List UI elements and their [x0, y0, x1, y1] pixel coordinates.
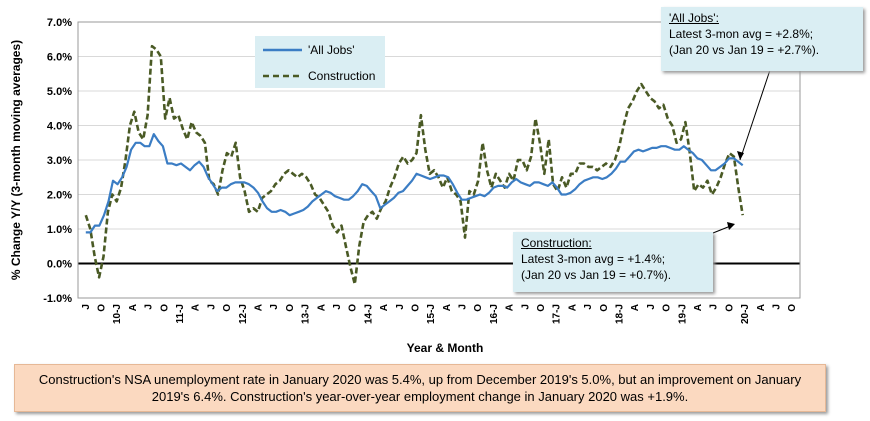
legend-label-all-jobs: 'All Jobs': [308, 43, 355, 57]
x-tick-label: J: [332, 304, 343, 310]
y-tick-label: 7.0%: [47, 17, 72, 29]
x-tick-label: A: [505, 304, 516, 311]
arrowhead-all-jobs: [737, 151, 744, 160]
x-tick-label: J: [458, 304, 469, 310]
y-tick-label: 1.0%: [47, 224, 72, 236]
x-tick-label: O: [285, 304, 296, 312]
x-tick-label: O: [787, 304, 798, 312]
x-tick-label: O: [410, 304, 421, 312]
x-tick-label: O: [97, 304, 108, 312]
y-tick-label: 4.0%: [47, 121, 72, 133]
x-tick-label: A: [254, 304, 265, 311]
x-tick-label: A: [316, 304, 327, 311]
x-tick-label: 17-J: [552, 304, 563, 324]
arrow-all-jobs: [739, 69, 771, 161]
x-tick-label: 16-J: [489, 304, 500, 324]
legend: 'All Jobs' Construction: [255, 36, 385, 88]
x-tick-label: 10-J: [112, 304, 123, 324]
callout-construction-line-2: (Jan 20 vs Jan 19 = +0.7%).: [521, 268, 672, 282]
x-tick-label: O: [599, 304, 610, 312]
legend-label-construction: Construction: [308, 69, 375, 83]
x-tick-label: A: [756, 304, 767, 311]
callout-all-jobs-line-1: Latest 3-mon avg = +2.8%;: [669, 27, 814, 41]
x-tick-label: O: [662, 304, 673, 312]
x-tick-label: J: [646, 304, 657, 310]
x-tick-label: 14-J: [363, 304, 374, 324]
plot-border: [77, 21, 801, 299]
x-tick-label: A: [128, 304, 139, 311]
x-tick-label: 18-J: [615, 304, 626, 324]
x-tick-label: 11-J: [175, 304, 186, 323]
x-tick-label: J: [269, 304, 280, 310]
x-tick-label: J: [395, 304, 406, 310]
series-line-all-jobs: [85, 133, 744, 234]
x-tick-label: A: [693, 304, 704, 311]
x-tick-label: A: [379, 304, 390, 311]
x-tick-label: J: [144, 304, 155, 310]
x-tick-label: O: [222, 304, 233, 312]
x-tick-label: O: [348, 304, 359, 312]
arrowhead-construction: [727, 222, 735, 230]
callout-all-jobs-heading: 'All Jobs':: [669, 11, 719, 25]
callout-arrows: [712, 69, 771, 234]
footnote-box: Construction's NSA unemployment rate in …: [14, 364, 826, 412]
series-line-construction: [84, 44, 744, 286]
x-tick-label: A: [191, 304, 202, 311]
x-tick-label: 19-J: [677, 304, 688, 324]
x-tick-label: 15-J: [426, 304, 437, 324]
callout-construction: Construction: Latest 3-mon avg = +1.4%; …: [513, 232, 713, 292]
x-tick-label: A: [630, 304, 641, 311]
x-tick-labels: J O 10-J A J O 11-J A J O 12-J A J O 13-J A J O 14-J A J O 15-…: [81, 304, 798, 324]
x-tick-label: O: [473, 304, 484, 312]
series-lines: [84, 44, 744, 286]
x-tick-label: 20-J: [740, 304, 751, 324]
x-tick-label: 13-J: [301, 304, 312, 324]
y-tick-label: 5.0%: [47, 86, 72, 98]
legend-box: [255, 36, 385, 88]
x-tick-label: J: [709, 304, 720, 310]
x-tick-label: J: [520, 304, 531, 310]
x-tick-label: J: [583, 304, 594, 310]
x-tick-label: O: [159, 304, 170, 312]
x-tick-label: J: [81, 304, 92, 310]
y-tick-labels: -1.0% 0.0% 1.0% 2.0% 3.0% 4.0% 5.0% 6.0% 7.0%: [43, 17, 72, 305]
y-tick-label: -1.0%: [43, 293, 72, 305]
y-tick-label: 2.0%: [47, 190, 72, 202]
x-tick-label: J: [206, 304, 217, 310]
callout-all-jobs: 'All Jobs': Latest 3-mon avg = +2.8%; (J…: [661, 7, 863, 71]
y-tick-label: 3.0%: [47, 155, 72, 167]
x-axis-title: Year & Month: [407, 341, 484, 355]
y-axis-title: % Change Y/Y (3-month moving averages): [9, 40, 23, 280]
y-tick-label: 6.0%: [47, 52, 72, 64]
x-tick-label: A: [567, 304, 578, 311]
y-tick-label: 0.0%: [47, 259, 72, 271]
callout-construction-line-1: Latest 3-mon avg = +1.4%;: [521, 252, 666, 266]
x-tick-label: 12-J: [238, 304, 249, 324]
x-tick-label: O: [536, 304, 547, 312]
x-tick-label: O: [724, 304, 735, 312]
callout-construction-heading: Construction:: [521, 236, 592, 250]
x-tick-label: A: [442, 304, 453, 311]
callout-all-jobs-line-2: (Jan 20 vs Jan 19 = +2.7%).: [669, 43, 820, 57]
x-tick-label: J: [771, 304, 782, 310]
